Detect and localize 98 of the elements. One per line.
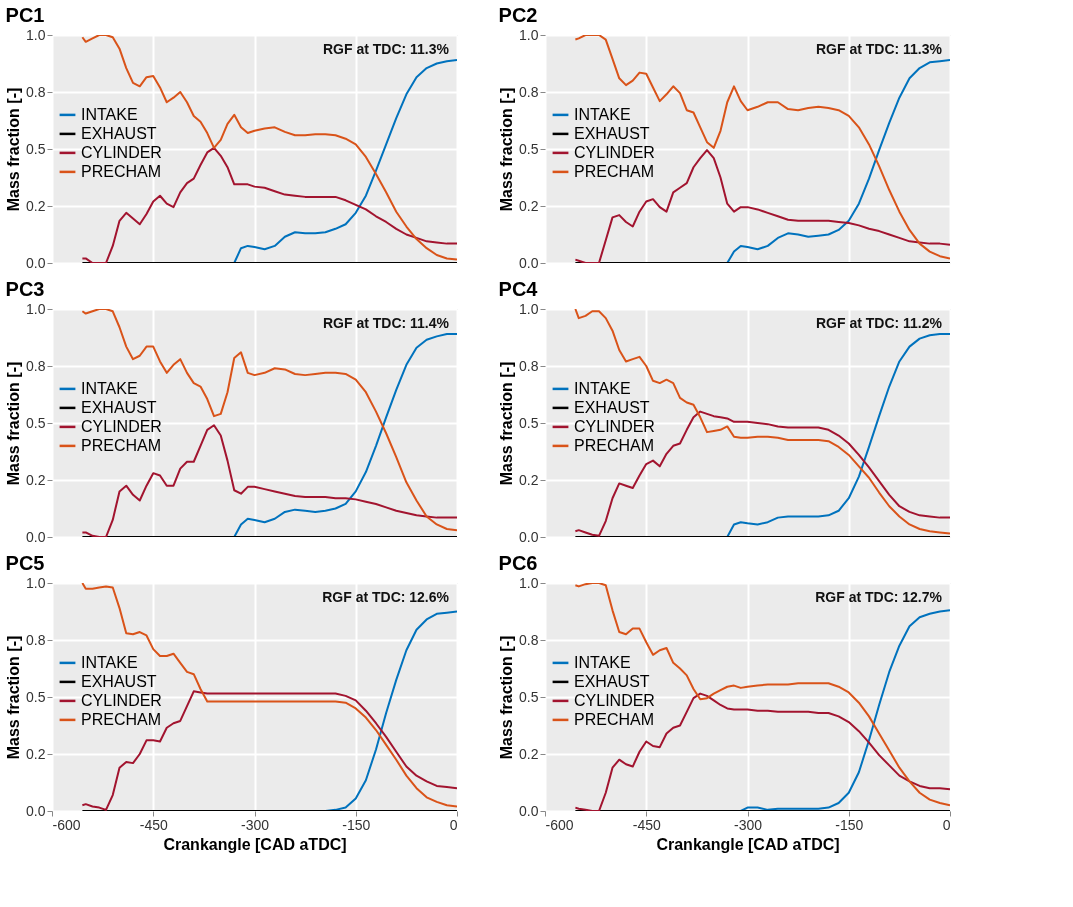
y-axis-title: Mass fraction [-] — [498, 361, 516, 486]
y-tick-label: 0.5 — [519, 688, 539, 705]
y-tick-label: 0.2 — [26, 745, 46, 762]
line-series — [726, 59, 950, 263]
y-tick-label: 0.8 — [519, 631, 539, 648]
legend-label: EXHAUST — [81, 672, 157, 690]
y-axis-title: Mass fraction [-] — [5, 87, 23, 212]
y-tick-label: 0.8 — [519, 83, 539, 100]
legend-label: PRECHAM — [81, 436, 162, 454]
y-tick-label: 0.2 — [519, 745, 539, 762]
line-series — [574, 692, 950, 811]
chart-title: PC3 — [5, 278, 45, 300]
annotation: RGF at TDC: 11.3% — [322, 41, 450, 57]
legend-label: PRECHAM — [574, 162, 655, 180]
annotation: RGF at TDC: 11.2% — [815, 315, 943, 331]
annotation: RGF at TDC: 12.7% — [815, 589, 943, 605]
line-series — [574, 309, 950, 535]
x-tick-label: 0 — [942, 816, 951, 833]
y-tick-label: 1.0 — [519, 574, 539, 591]
chart-title: PC4 — [498, 278, 539, 300]
x-tick-label: -150 — [835, 816, 864, 833]
legend-label: PRECHAM — [81, 162, 162, 180]
legend-label: EXHAUST — [81, 398, 157, 416]
y-tick-label: 0.0 — [519, 254, 539, 271]
y-tick-label: 0.2 — [519, 471, 539, 488]
y-axis-title: Mass fraction [-] — [498, 635, 516, 760]
y-tick-label: 0.0 — [26, 802, 46, 819]
annotation: RGF at TDC: 12.6% — [322, 589, 450, 605]
y-axis-title: Mass fraction [-] — [5, 361, 23, 486]
line-series — [81, 35, 457, 261]
y-tick-label: 0.8 — [26, 631, 46, 648]
annotation: RGF at TDC: 11.3% — [815, 41, 943, 57]
y-tick-label: 0.2 — [26, 197, 46, 214]
y-tick-label: 1.0 — [26, 300, 46, 317]
y-tick-label: 0.5 — [519, 140, 539, 157]
x-tick-label: -600 — [545, 816, 574, 833]
y-tick-label: 1.0 — [519, 300, 539, 317]
legend-label: CYLINDER — [574, 417, 655, 435]
legend-label: INTAKE — [81, 105, 138, 123]
y-tick-label: 0.5 — [26, 414, 46, 431]
legend-label: CYLINDER — [81, 417, 162, 435]
y-axis-title: Mass fraction [-] — [5, 635, 23, 760]
x-tick-label: -450 — [139, 816, 168, 833]
line-series — [81, 583, 457, 808]
y-tick-label: 0.0 — [519, 528, 539, 545]
legend-label: EXHAUST — [574, 398, 650, 416]
line-series — [739, 609, 950, 811]
legend-label: INTAKE — [574, 379, 631, 397]
legend-label: INTAKE — [81, 379, 138, 397]
line-series — [233, 333, 457, 537]
legend-label: INTAKE — [574, 653, 631, 671]
y-tick-label: 0.5 — [26, 140, 46, 157]
legend-label: EXHAUST — [81, 124, 157, 142]
line-series — [81, 690, 457, 811]
x-tick-label: -450 — [632, 816, 661, 833]
line-series — [574, 35, 950, 260]
legend-label: PRECHAM — [574, 436, 655, 454]
line-series — [81, 309, 457, 532]
y-tick-label: 0.2 — [519, 197, 539, 214]
legend-label: CYLINDER — [81, 691, 162, 709]
y-tick-label: 0.0 — [26, 528, 46, 545]
line-series — [233, 59, 457, 263]
legend-label: INTAKE — [574, 105, 631, 123]
y-tick-label: 0.0 — [519, 802, 539, 819]
line-series — [574, 583, 950, 807]
y-tick-label: 0.0 — [26, 254, 46, 271]
legend-label: CYLINDER — [81, 143, 162, 161]
legend-label: EXHAUST — [574, 124, 650, 142]
y-tick-label: 0.8 — [26, 357, 46, 374]
y-tick-label: 1.0 — [26, 574, 46, 591]
x-tick-label: -300 — [733, 816, 763, 833]
y-tick-label: 1.0 — [519, 26, 539, 43]
legend-label: CYLINDER — [574, 691, 655, 709]
y-tick-label: 1.0 — [26, 26, 46, 43]
y-axis-title: Mass fraction [-] — [498, 87, 516, 212]
annotation: RGF at TDC: 11.4% — [322, 315, 450, 331]
x-tick-label: -150 — [342, 816, 371, 833]
x-axis-title: Crankangle [CAD aTDC] — [163, 835, 347, 853]
x-tick-label: -300 — [240, 816, 270, 833]
x-tick-label: -600 — [52, 816, 81, 833]
legend-label: CYLINDER — [574, 143, 655, 161]
legend-label: EXHAUST — [574, 672, 650, 690]
chart-title: PC1 — [5, 4, 45, 26]
chart-title: PC6 — [498, 552, 538, 574]
x-tick-label: 0 — [449, 816, 458, 833]
line-series — [726, 333, 950, 537]
y-tick-label: 0.2 — [26, 471, 46, 488]
y-tick-label: 0.8 — [26, 83, 46, 100]
legend-label: INTAKE — [81, 653, 138, 671]
line-series — [81, 146, 457, 263]
x-axis-title: Crankangle [CAD aTDC] — [656, 835, 840, 853]
legend-label: PRECHAM — [81, 710, 162, 728]
y-tick-label: 0.8 — [519, 357, 539, 374]
y-tick-label: 0.5 — [519, 414, 539, 431]
chart-title: PC5 — [5, 552, 45, 574]
legend-label: PRECHAM — [574, 710, 655, 728]
y-tick-label: 0.5 — [26, 688, 46, 705]
chart-title: PC2 — [498, 4, 538, 26]
